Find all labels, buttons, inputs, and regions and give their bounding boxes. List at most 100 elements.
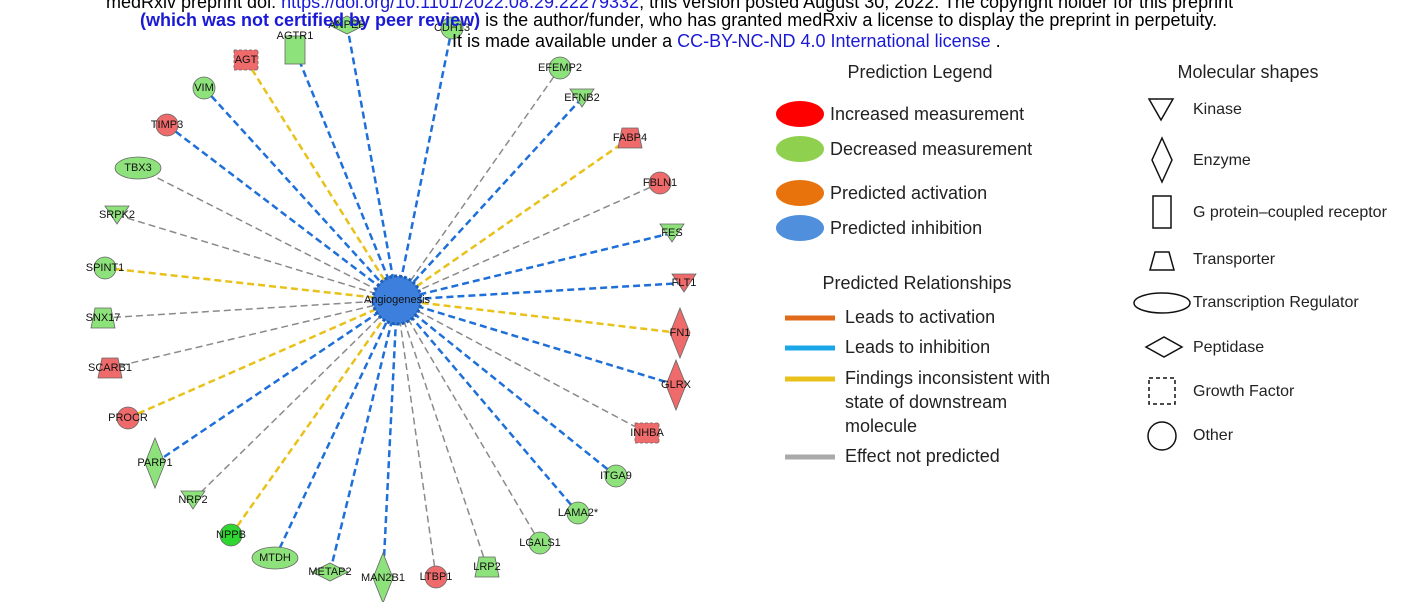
legend-swatch [776, 180, 824, 206]
node-shape [104, 205, 130, 225]
legend-label: Leads to inhibition [845, 337, 990, 357]
node-shape [634, 422, 660, 444]
edge [345, 24, 399, 301]
edge [396, 299, 541, 544]
edge [127, 298, 398, 420]
node-label: METAP2 [308, 566, 351, 578]
center-node [371, 274, 423, 326]
node-shape [659, 223, 685, 243]
header-line: It is made available under a CC-BY-NC-ND… [452, 31, 1001, 51]
node-label: NRP2 [178, 494, 207, 506]
legend-title: Predicted Relationships [822, 273, 1011, 293]
license-link[interactable]: CC-BY-NC-ND 4.0 International license [677, 31, 991, 51]
node-shape [569, 88, 595, 108]
legend-label: Predicted inhibition [830, 218, 982, 238]
edge [396, 299, 437, 578]
node-shape [114, 156, 162, 180]
node-shape [604, 464, 628, 488]
node-shape [233, 49, 259, 71]
node-label: ITGA9 [600, 470, 632, 482]
node-label: MTDH [259, 552, 291, 564]
legend-label: Decreased measurement [830, 139, 1032, 159]
shape-icons [1133, 98, 1191, 451]
node-shape [90, 307, 116, 329]
text: medRxiv preprint doi: [106, 0, 282, 12]
node-shape [665, 358, 687, 412]
edge [203, 87, 398, 301]
legend-label: Kinase [1193, 101, 1242, 118]
node-shape [219, 523, 243, 547]
node-label: LGALS1 [519, 537, 561, 549]
legend-title: Molecular shapes [1177, 62, 1318, 82]
node-shape [116, 406, 140, 430]
edge [109, 299, 398, 369]
header-line: medRxiv preprint doi: https://doi.org/10… [106, 0, 1233, 12]
node-label: GLRX [661, 379, 692, 391]
edge [293, 49, 399, 301]
node-label: FABP4 [613, 132, 647, 144]
edge [102, 299, 398, 319]
node-shape [328, 15, 366, 35]
edge [395, 27, 454, 301]
node-label: FLT1 [672, 277, 697, 289]
node-shape [671, 273, 697, 293]
node-shape [548, 56, 572, 80]
node-label: EFNB2 [564, 92, 599, 104]
node-shape [669, 306, 691, 360]
text: is the author/funder, who has granted me… [480, 10, 1218, 30]
legend-label: Transcription Regulator [1193, 294, 1359, 311]
node-shape [424, 565, 448, 589]
legend-label: Peptidase [1193, 339, 1264, 356]
edge [396, 299, 579, 514]
node-label: FBLN1 [643, 177, 677, 189]
node-label: PROCR [108, 412, 148, 424]
center-label: Angiogenesis [364, 294, 431, 306]
edge [116, 214, 398, 301]
legend-label: Increased measurement [830, 104, 1024, 124]
node-label: NPPB [216, 529, 246, 541]
edge [328, 299, 399, 573]
node-label: AGT [235, 54, 258, 66]
legend-swatch [776, 215, 824, 241]
node-shape [528, 531, 552, 555]
node-label: SNX17 [86, 312, 121, 324]
node-shape [180, 490, 206, 510]
edge [396, 299, 617, 477]
header-line: (which was not certified by peer review)… [140, 10, 1217, 30]
legend-label: Effect not predicted [845, 446, 1000, 466]
node-shape [566, 501, 590, 525]
edge [137, 167, 398, 301]
node-label: INHBA [630, 427, 664, 439]
legend-label: state of downstream [845, 392, 1007, 412]
node-label: VIM [194, 82, 214, 94]
legend-swatch [776, 136, 824, 162]
node-shape [474, 556, 500, 578]
node-label: EFEMP2 [538, 62, 582, 74]
node-label: MAN2B1 [361, 572, 405, 584]
node-shape [311, 562, 349, 582]
edge [381, 299, 399, 579]
legend-swatch [776, 101, 824, 127]
edge [192, 299, 398, 501]
node-label: SPINT1 [86, 262, 125, 274]
node-shape [372, 551, 394, 602]
edge [244, 59, 399, 301]
node-shape [155, 113, 179, 137]
edge [104, 266, 398, 302]
text: . [990, 31, 1001, 51]
legend-label: G protein–coupled receptor [1193, 204, 1388, 221]
edge [396, 67, 561, 301]
edge [396, 298, 677, 387]
node-label: LAMA2* [558, 507, 599, 519]
doi-link[interactable]: https://doi.org/10.1101/2022.08.29.22279… [281, 0, 640, 12]
text: ; this version posted August 30, 2022. T… [639, 0, 1234, 12]
node-label: TIMP3 [151, 119, 183, 131]
node-shape [648, 171, 672, 195]
edge [396, 299, 648, 434]
node-shape [97, 357, 123, 379]
legend-label: Predicted activation [830, 183, 987, 203]
edge [396, 97, 583, 301]
node-label: SRPK2 [99, 209, 135, 221]
legend-label: Other [1193, 427, 1234, 444]
